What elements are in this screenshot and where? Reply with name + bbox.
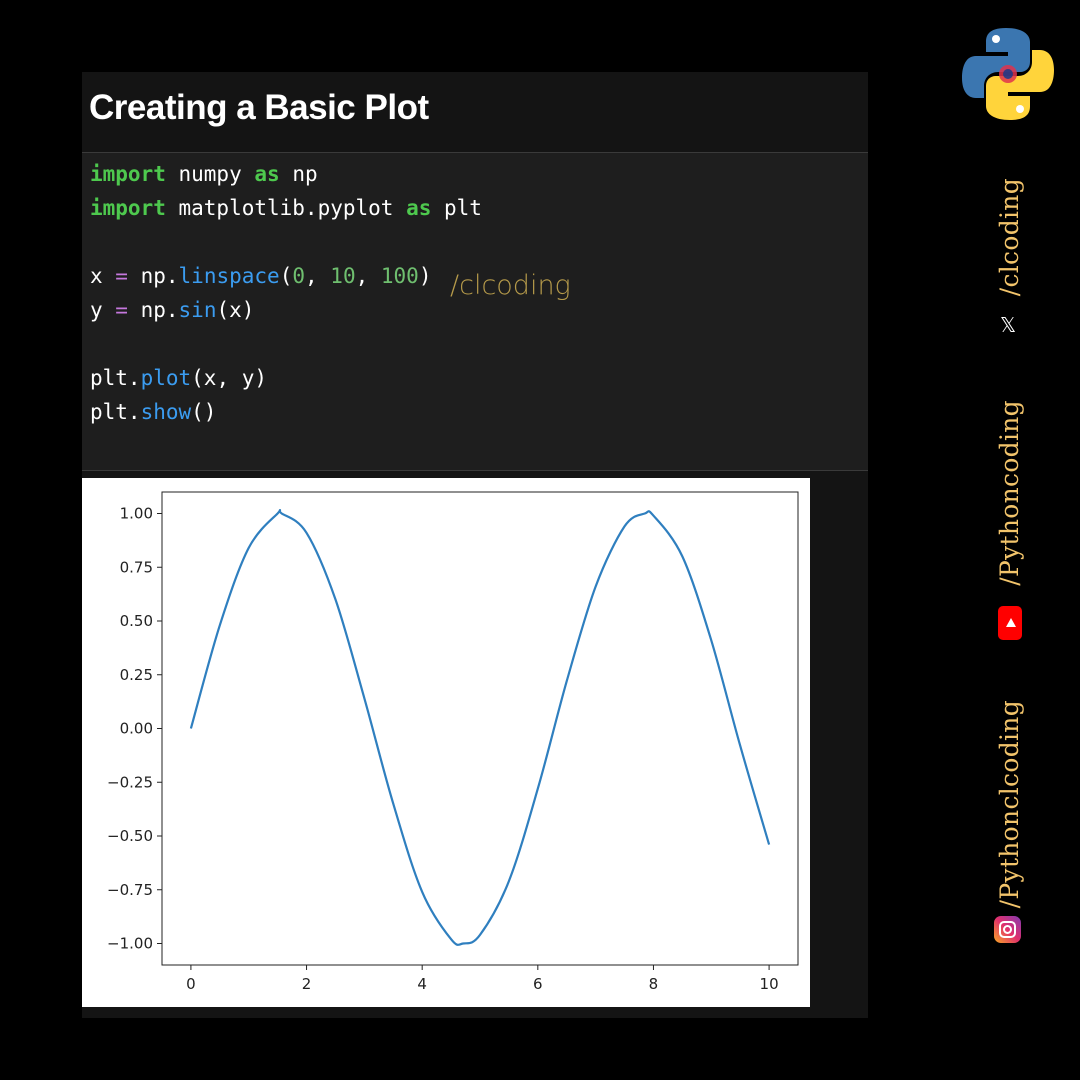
function-name: show	[140, 400, 192, 424]
code-text: x	[90, 264, 116, 288]
y-tick-label: 0.00	[120, 720, 153, 738]
code-line-3: x = np.linspace(0, 10, 100)	[90, 261, 431, 291]
watermark: /clcoding	[450, 270, 571, 301]
youtube-handle[interactable]: /Pythoncoding	[995, 400, 1024, 586]
keyword: as	[254, 162, 280, 186]
operator: =	[115, 298, 128, 322]
x-tick-label: 8	[649, 975, 659, 993]
code-line-1: import numpy as np	[90, 159, 318, 189]
code-line-6: plt.show()	[90, 397, 216, 427]
x-tick-label: 0	[186, 975, 196, 993]
number: 0	[292, 264, 305, 288]
x-tick-label: 6	[533, 975, 543, 993]
page-title: Creating a Basic Plot	[89, 88, 429, 127]
function-name: linspace	[178, 264, 280, 288]
code-text: np.	[127, 264, 179, 288]
code-text: numpy	[165, 162, 255, 186]
y-tick-label: −0.50	[107, 827, 153, 845]
operator: =	[115, 264, 128, 288]
code-block: import numpy as np import matplotlib.pyp…	[82, 153, 868, 471]
y-tick-label: −1.00	[107, 935, 153, 953]
plot-figure: 1.00 0.75 0.50 0.25 0.00 −0.25 −0.50 −0.75 −1.00…	[82, 478, 810, 1007]
code-text: y	[90, 298, 116, 322]
code-text: ,	[305, 264, 331, 288]
number: 10	[330, 264, 356, 288]
code-text: (x)	[216, 298, 255, 322]
y-tick-label: 0.75	[120, 558, 153, 576]
code-text: (x, y)	[191, 366, 268, 390]
sine-series-line	[189, 509, 771, 946]
code-line-5: plt.plot(x, y)	[90, 363, 267, 393]
instagram-icon[interactable]	[994, 916, 1021, 943]
code-line-2: import matplotlib.pyplot as plt	[90, 193, 482, 223]
x-tick-label: 2	[302, 975, 312, 993]
instagram-handle[interactable]: /Pythonclcoding	[995, 700, 1024, 909]
keyword: as	[406, 196, 432, 220]
function-name: plot	[140, 366, 192, 390]
code-text: np	[279, 162, 318, 186]
code-text: plt	[431, 196, 482, 220]
code-text: ,	[355, 264, 381, 288]
function-name: sin	[178, 298, 217, 322]
code-text: matplotlib.pyplot	[165, 196, 407, 220]
plot-area-frame	[161, 491, 799, 966]
y-tick-label: −0.75	[107, 881, 153, 899]
number: 100	[380, 264, 419, 288]
y-tick-label: 0.25	[120, 666, 153, 684]
x-tick-label: 10	[760, 975, 779, 993]
code-text: plt.	[90, 400, 141, 424]
code-text: ()	[191, 400, 217, 424]
keyword: import	[90, 196, 166, 220]
code-text: (	[279, 264, 293, 288]
code-line-4: y = np.sin(x)	[90, 295, 254, 325]
x-tick-label: 4	[417, 975, 427, 993]
x-icon[interactable]: 𝕏	[999, 313, 1017, 337]
sine-plot: 1.00 0.75 0.50 0.25 0.00 −0.25 −0.50 −0.75 −1.00…	[107, 491, 799, 993]
title-bar: Creating a Basic Plot	[82, 72, 868, 153]
y-tick-label: 1.00	[120, 505, 153, 523]
code-text: np.	[127, 298, 179, 322]
code-text: plt.	[90, 366, 141, 390]
youtube-icon[interactable]	[998, 606, 1022, 640]
python-logo-icon	[962, 28, 1054, 120]
y-tick-label: −0.25	[107, 773, 153, 791]
y-tick-label: 0.50	[120, 612, 153, 630]
code-text: )	[418, 264, 432, 288]
x-handle[interactable]: /clcoding	[995, 178, 1024, 297]
keyword: import	[90, 162, 166, 186]
